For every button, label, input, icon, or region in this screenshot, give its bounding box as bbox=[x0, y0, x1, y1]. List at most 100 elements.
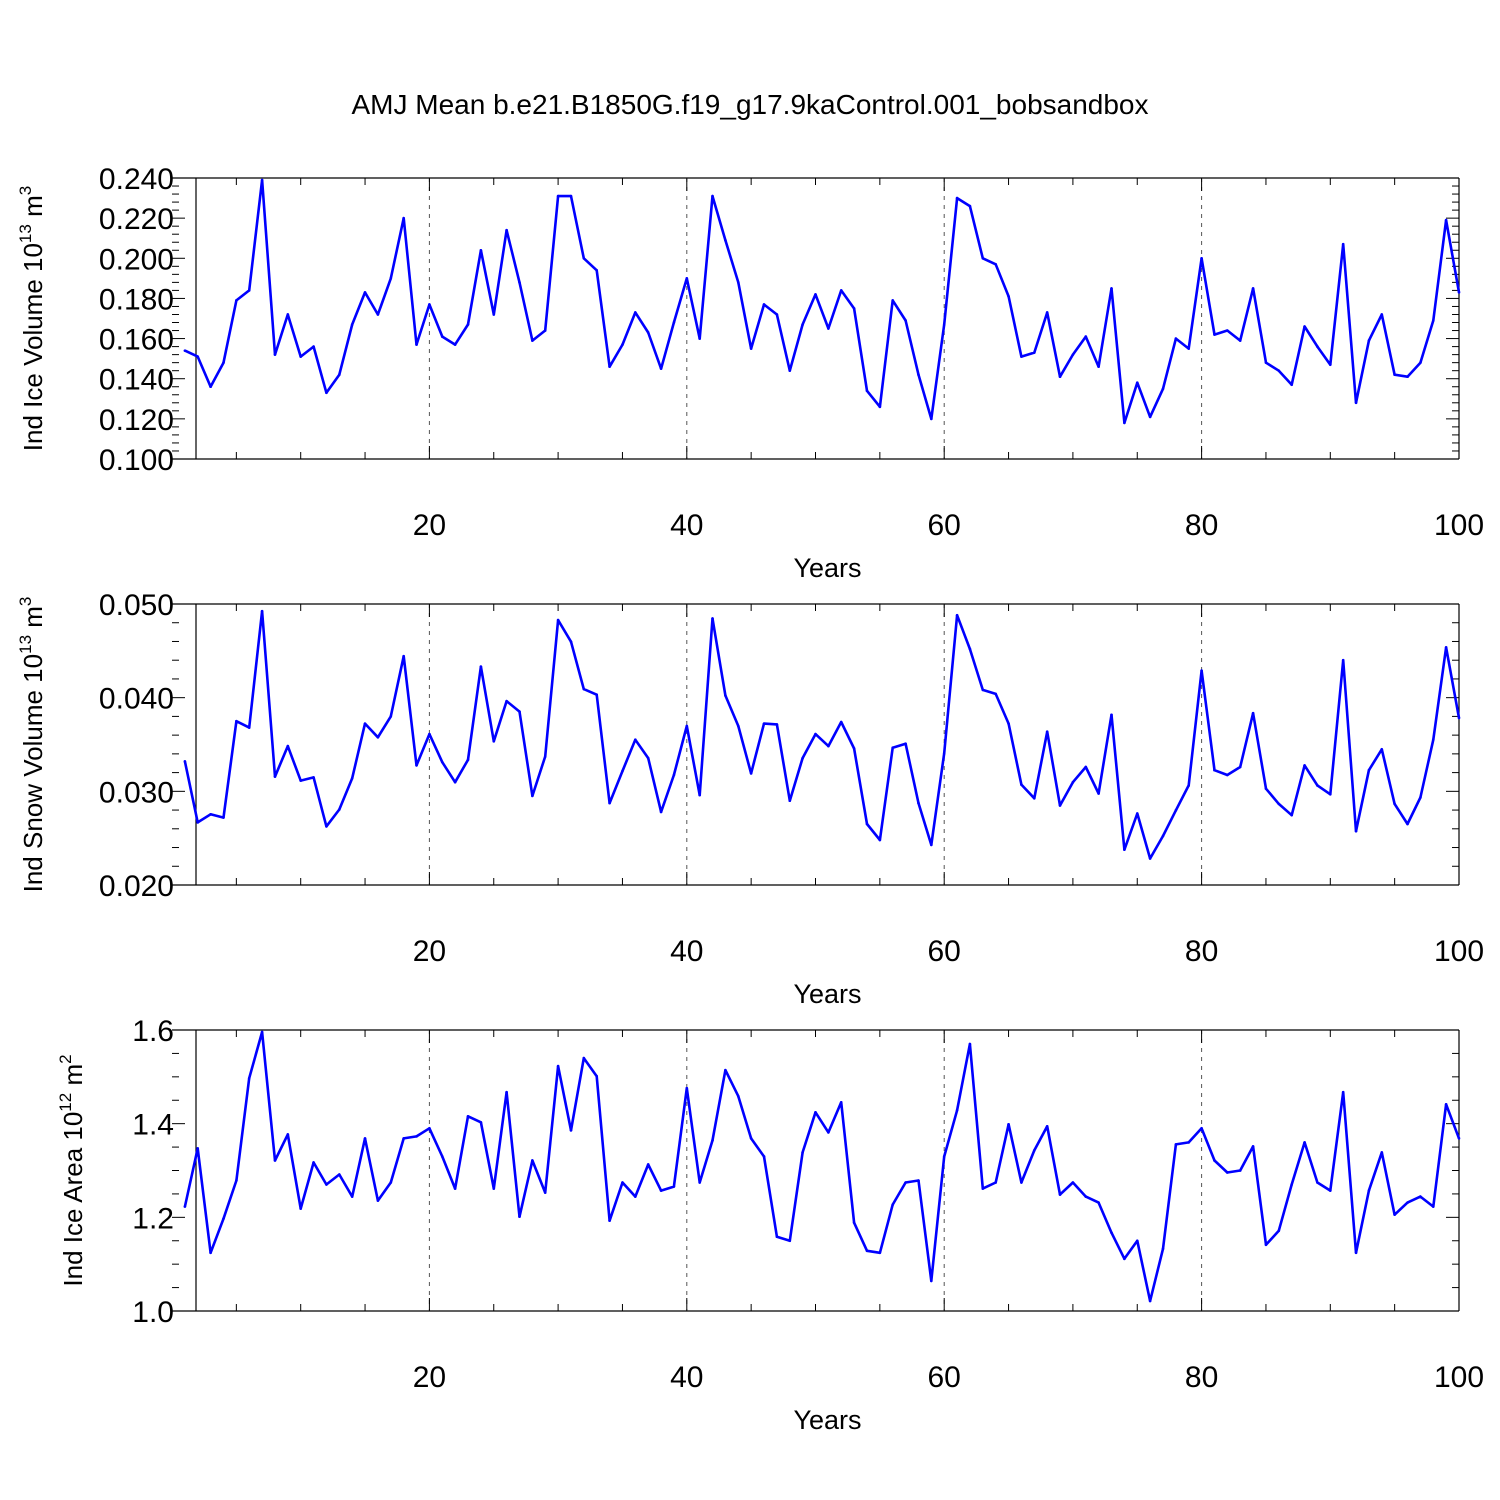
data-point bbox=[736, 724, 740, 728]
y-axis-label-unit-exponent: 3 bbox=[16, 186, 35, 195]
data-point bbox=[1431, 1205, 1435, 1208]
data-point bbox=[556, 194, 560, 198]
y-tick-label: 0.220 bbox=[99, 203, 174, 236]
y-axis-label-unit: m bbox=[58, 1064, 88, 1093]
data-point bbox=[1084, 765, 1088, 769]
data-point bbox=[968, 1042, 972, 1046]
data-point bbox=[1084, 1195, 1088, 1198]
data-point bbox=[196, 821, 200, 824]
data-point bbox=[531, 1159, 534, 1162]
data-point bbox=[930, 1279, 933, 1283]
data-point bbox=[994, 1181, 997, 1184]
data-point bbox=[621, 343, 624, 346]
data-point bbox=[402, 216, 405, 220]
data-point bbox=[672, 1185, 676, 1188]
data-point bbox=[1071, 1181, 1075, 1184]
data-point bbox=[222, 361, 225, 364]
data-point bbox=[543, 755, 547, 758]
data-point bbox=[518, 281, 521, 284]
data-point bbox=[1277, 1229, 1281, 1233]
data-point bbox=[1174, 1143, 1178, 1146]
data-point bbox=[1393, 373, 1396, 377]
data-point bbox=[595, 1074, 599, 1078]
data-point bbox=[312, 345, 315, 348]
data-point bbox=[1354, 829, 1358, 833]
data-point bbox=[1226, 329, 1229, 332]
data-point bbox=[1444, 218, 1448, 222]
data-point bbox=[711, 194, 714, 198]
data-point bbox=[942, 752, 946, 755]
data-point bbox=[286, 313, 290, 316]
y-axis-label-exponent: 13 bbox=[16, 224, 35, 243]
data-point bbox=[363, 1137, 367, 1140]
data-point bbox=[1187, 347, 1191, 350]
data-point bbox=[556, 1064, 560, 1068]
data-point bbox=[1457, 716, 1461, 720]
data-point bbox=[1457, 1137, 1461, 1140]
data-point bbox=[1161, 834, 1165, 838]
data-point bbox=[428, 1127, 431, 1130]
data-point bbox=[814, 732, 817, 736]
data-point bbox=[1084, 335, 1088, 338]
data-point bbox=[1097, 365, 1100, 368]
data-point bbox=[646, 1163, 650, 1166]
data-point bbox=[299, 1207, 303, 1210]
data-point bbox=[543, 329, 547, 332]
data-point bbox=[183, 760, 187, 763]
data-point bbox=[350, 323, 354, 326]
data-point bbox=[1457, 291, 1461, 294]
data-point bbox=[762, 303, 766, 306]
x-tick-label: 80 bbox=[1185, 935, 1218, 968]
data-point bbox=[878, 405, 882, 409]
data-point bbox=[453, 780, 457, 784]
data-point bbox=[556, 618, 560, 622]
data-point bbox=[1251, 287, 1255, 290]
data-point bbox=[1431, 738, 1435, 741]
data-point bbox=[1148, 857, 1152, 860]
data-point bbox=[492, 739, 496, 743]
data-point bbox=[685, 1086, 689, 1090]
data-point bbox=[1058, 1193, 1062, 1196]
data-point bbox=[389, 277, 393, 280]
y-tick-label: 0.020 bbox=[99, 870, 174, 903]
data-point bbox=[942, 323, 946, 326]
x-tick-label: 60 bbox=[928, 1361, 961, 1394]
data-point bbox=[479, 248, 483, 252]
data-point bbox=[531, 339, 534, 342]
data-point bbox=[325, 825, 328, 828]
x-tick-label: 80 bbox=[1185, 1361, 1218, 1394]
data-point bbox=[479, 665, 483, 668]
data-point bbox=[363, 722, 367, 725]
data-point bbox=[608, 365, 611, 368]
y-tick-label: 0.040 bbox=[99, 683, 174, 716]
data-point bbox=[518, 1215, 521, 1218]
x-axis-label: Years bbox=[793, 979, 861, 1009]
data-point bbox=[891, 746, 895, 750]
data-point bbox=[1161, 387, 1165, 391]
data-point bbox=[338, 1173, 341, 1176]
data-point bbox=[1380, 1151, 1384, 1154]
data-point bbox=[1200, 256, 1203, 260]
data-point bbox=[698, 1181, 701, 1184]
data-point bbox=[698, 793, 701, 797]
data-point bbox=[402, 654, 405, 658]
x-tick-label: 20 bbox=[413, 1361, 446, 1394]
data-point bbox=[749, 772, 753, 775]
data-point bbox=[453, 343, 457, 346]
chart-panel-1: 0.100 0.120 0.140 0.160 0.180 0.200 0.220 0.240… bbox=[16, 163, 1484, 583]
data-point bbox=[608, 801, 611, 805]
y-axis-label-unit-exponent: 3 bbox=[16, 597, 35, 606]
y-tick-label: 0.140 bbox=[99, 364, 174, 397]
data-point bbox=[749, 1137, 753, 1140]
data-point bbox=[685, 724, 689, 728]
data-point bbox=[363, 291, 367, 294]
data-point bbox=[621, 769, 624, 773]
x-tick-label: 100 bbox=[1434, 1361, 1484, 1394]
data-point bbox=[891, 299, 895, 302]
data-point bbox=[1264, 361, 1268, 364]
data-point bbox=[994, 692, 997, 696]
data-point bbox=[685, 277, 689, 280]
data-point bbox=[1226, 1171, 1229, 1174]
y-tick-label: 1.2 bbox=[132, 1202, 174, 1235]
data-point bbox=[1329, 792, 1332, 796]
